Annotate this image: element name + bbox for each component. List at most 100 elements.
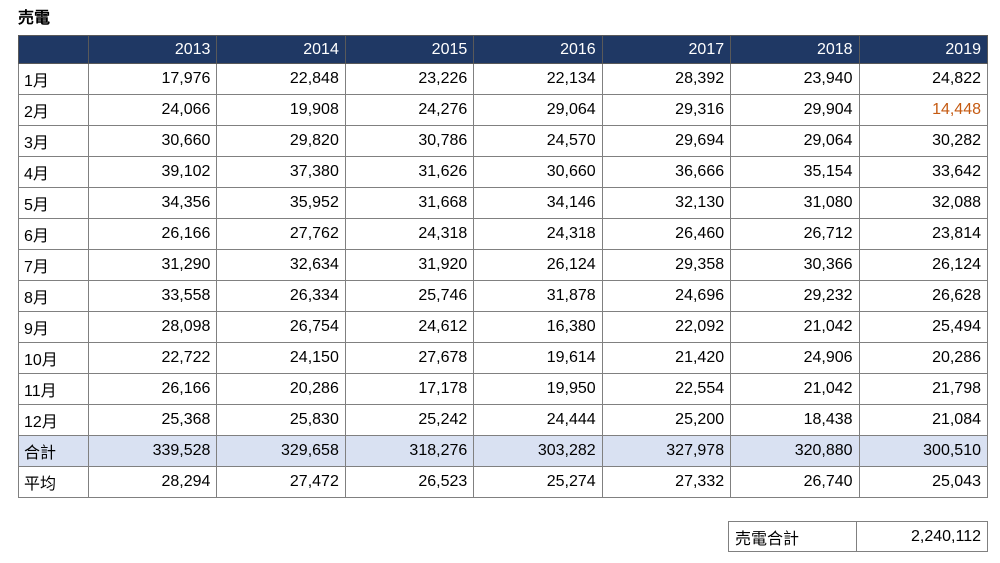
row-label: 2月 (18, 94, 89, 126)
table-row-3月: 3月 30,660 29,820 30,786 24,570 29,694 29,064 30… (18, 125, 989, 157)
table-body: 1月 17,976 22,848 23,226 22,134 28,392 23,940 24… (18, 63, 989, 498)
value-cell: 29,820 (216, 125, 346, 157)
row-label: 11月 (18, 373, 89, 405)
value-cell: 28,392 (601, 63, 732, 95)
value-cell: 31,080 (730, 187, 860, 219)
value-cell: 24,906 (730, 342, 860, 374)
value-cell: 26,334 (216, 280, 346, 312)
value-cell: 19,614 (473, 342, 603, 374)
value-cell: 27,762 (216, 218, 346, 250)
value-cell: 23,814 (858, 218, 989, 250)
table-row-4月: 4月 39,102 37,380 31,626 30,660 36,666 35,154 33… (18, 156, 989, 188)
value-cell: 25,242 (344, 404, 475, 436)
value-cell: 22,092 (601, 311, 732, 343)
year-header: 2019 (858, 35, 989, 64)
value-cell: 27,678 (344, 342, 475, 374)
value-cell: 24,318 (344, 218, 475, 250)
value-cell: 17,976 (87, 63, 218, 95)
value-cell: 32,088 (858, 187, 989, 219)
row-label: 12月 (18, 404, 89, 436)
value-cell: 22,554 (601, 373, 732, 405)
value-cell: 27,472 (216, 466, 346, 498)
value-cell: 29,064 (473, 94, 603, 126)
value-cell: 21,420 (601, 342, 732, 374)
value-cell: 21,042 (730, 311, 860, 343)
value-cell: 327,978 (601, 435, 732, 467)
value-cell: 29,316 (601, 94, 732, 126)
value-cell: 16,380 (473, 311, 603, 343)
table-row-7月: 7月 31,290 32,634 31,920 26,124 29,358 30,366 26… (18, 249, 989, 281)
value-cell: 29,064 (730, 125, 860, 157)
value-cell: 36,666 (601, 156, 732, 188)
value-cell: 24,612 (344, 311, 475, 343)
row-label: 8月 (18, 280, 89, 312)
value-cell: 29,358 (601, 249, 732, 281)
table-row-8月: 8月 33,558 26,334 25,746 31,878 24,696 29,232 26… (18, 280, 989, 312)
value-cell: 26,523 (344, 466, 475, 498)
table-row-2月: 2月 24,066 19,908 24,276 29,064 29,316 29,904 14… (18, 94, 989, 126)
value-cell: 19,908 (216, 94, 346, 126)
value-cell: 329,658 (216, 435, 346, 467)
value-cell: 21,042 (730, 373, 860, 405)
value-cell: 21,084 (858, 404, 989, 436)
summary-box: 売電合計 2,240,112 (728, 521, 988, 552)
value-cell: 25,043 (858, 466, 989, 498)
year-header: 2016 (473, 35, 603, 64)
value-cell: 26,166 (87, 218, 218, 250)
value-cell: 31,920 (344, 249, 475, 281)
value-cell: 29,694 (601, 125, 732, 157)
value-cell: 25,494 (858, 311, 989, 343)
value-cell: 35,952 (216, 187, 346, 219)
year-header: 2015 (344, 35, 475, 64)
value-cell: 22,134 (473, 63, 603, 95)
value-cell: 25,368 (87, 404, 218, 436)
value-cell: 23,940 (730, 63, 860, 95)
value-cell: 320,880 (730, 435, 860, 467)
year-header: 2017 (601, 35, 732, 64)
value-cell: 30,282 (858, 125, 989, 157)
value-cell: 39,102 (87, 156, 218, 188)
value-cell: 31,290 (87, 249, 218, 281)
value-cell: 17,178 (344, 373, 475, 405)
table-row-5月: 5月 34,356 35,952 31,668 34,146 32,130 31,080 32… (18, 187, 989, 219)
value-cell: 24,276 (344, 94, 475, 126)
value-cell: 29,904 (730, 94, 860, 126)
row-label: 4月 (18, 156, 89, 188)
value-cell: 34,356 (87, 187, 218, 219)
value-cell: 26,124 (858, 249, 989, 281)
value-cell: 26,460 (601, 218, 732, 250)
value-cell: 26,124 (473, 249, 603, 281)
table-row-合計: 合計 339,528 329,658 318,276 303,282 327,978 320… (18, 435, 989, 467)
row-label: 3月 (18, 125, 89, 157)
value-cell: 28,098 (87, 311, 218, 343)
row-label: 6月 (18, 218, 89, 250)
value-cell: 35,154 (730, 156, 860, 188)
value-cell: 29,232 (730, 280, 860, 312)
value-cell: 22,722 (87, 342, 218, 374)
value-cell: 20,286 (858, 342, 989, 374)
value-cell: 22,848 (216, 63, 346, 95)
value-cell: 21,798 (858, 373, 989, 405)
value-cell: 33,642 (858, 156, 989, 188)
value-cell: 30,786 (344, 125, 475, 157)
value-cell: 31,668 (344, 187, 475, 219)
value-cell: 31,626 (344, 156, 475, 188)
value-cell: 32,634 (216, 249, 346, 281)
value-cell: 18,438 (730, 404, 860, 436)
row-label: 7月 (18, 249, 89, 281)
value-cell: 24,570 (473, 125, 603, 157)
value-cell: 25,830 (216, 404, 346, 436)
value-cell: 26,628 (858, 280, 989, 312)
row-label: 9月 (18, 311, 89, 343)
table-row-1月: 1月 17,976 22,848 23,226 22,134 28,392 23,940 24… (18, 63, 989, 95)
value-cell: 28,294 (87, 466, 218, 498)
sales-table: 2013 2014 2015 2016 2017 2018 2019 1月 17,976 22,… (18, 35, 989, 498)
row-label: 5月 (18, 187, 89, 219)
table-row-平均: 平均 28,294 27,472 26,523 25,274 27,332 26,740 25… (18, 466, 989, 498)
value-cell: 24,696 (601, 280, 732, 312)
table-header: 2013 2014 2015 2016 2017 2018 2019 (18, 35, 989, 64)
table-row-12月: 12月 25,368 25,830 25,242 24,444 25,200 18,438 2… (18, 404, 989, 436)
year-header: 2018 (730, 35, 860, 64)
value-cell: 27,332 (601, 466, 732, 498)
